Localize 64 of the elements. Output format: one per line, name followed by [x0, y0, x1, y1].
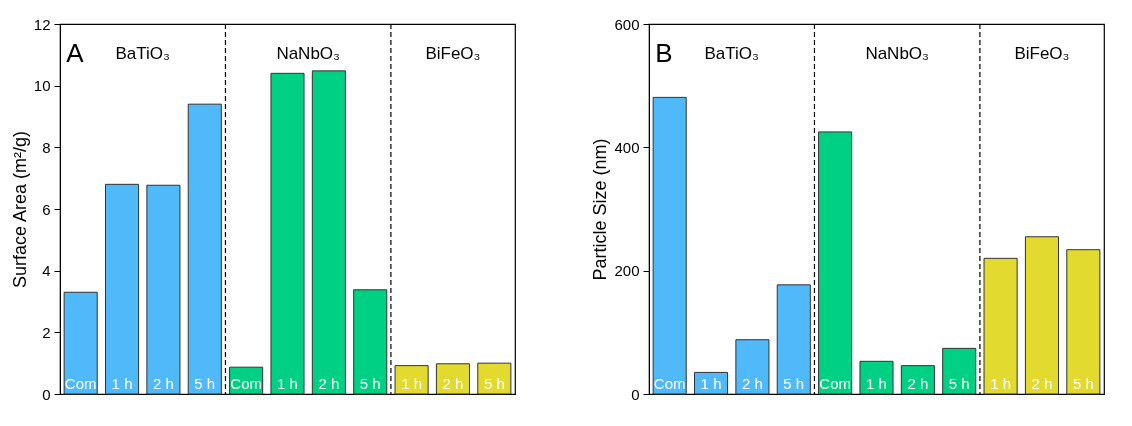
- x-tick-label: 5 h: [194, 375, 216, 392]
- x-tick-label: 1 h: [277, 375, 298, 392]
- y-tick-label: 2: [42, 323, 51, 341]
- y-tick-label: 200: [614, 262, 640, 280]
- y-tick-label: 6: [42, 200, 51, 218]
- bar: [694, 371, 729, 395]
- y-axis-title: Particle Size (nm): [590, 138, 611, 281]
- bar: [776, 284, 811, 395]
- y-tick-label: 8: [42, 138, 51, 156]
- x-tick-label: 5 h: [948, 375, 970, 392]
- y-tick-label: 600: [614, 15, 640, 33]
- x-tick-label: 2 h: [741, 375, 763, 392]
- x-tick-label: 1 h: [111, 375, 133, 392]
- bar: [1066, 249, 1101, 395]
- x-tick-label: 2 h: [152, 375, 174, 392]
- bar: [270, 72, 305, 395]
- x-tick-label: 1 h: [700, 375, 722, 392]
- y-axis-title: Surface Area (m²/g): [9, 130, 30, 289]
- x-tick-label: 5 h: [1072, 375, 1094, 392]
- bar: [353, 289, 388, 395]
- x-tick-label: 2 h: [442, 375, 464, 392]
- x-tick-label: 1 h: [866, 375, 887, 392]
- annotation: B: [655, 38, 673, 68]
- annotation: BaTiO₃: [704, 44, 759, 63]
- bar: [735, 339, 770, 395]
- x-tick-label: Com: [653, 375, 686, 392]
- bar: [146, 184, 181, 395]
- bar: [311, 70, 346, 395]
- x-tick-label: Com: [819, 375, 851, 392]
- bar: [105, 183, 140, 395]
- annotation: NaNbO₃: [865, 44, 929, 63]
- y-tick-label: 10: [33, 77, 51, 95]
- bar: [818, 131, 853, 395]
- annotation: BiFeO₃: [425, 44, 481, 63]
- annotation: NaNbO₃: [276, 44, 340, 63]
- bar: [1024, 236, 1059, 395]
- y-tick-label: 400: [614, 138, 640, 156]
- x-tick-label: 2 h: [1031, 375, 1053, 392]
- x-tick-label: 1 h: [990, 375, 1012, 392]
- x-tick-label: 2 h: [318, 375, 340, 392]
- bar: [900, 365, 935, 395]
- x-tick-label: 2 h: [907, 375, 929, 392]
- bar: [394, 365, 429, 395]
- bar: [477, 362, 512, 395]
- annotation: BaTiO₃: [115, 44, 170, 63]
- bar: [983, 257, 1018, 395]
- x-tick-label: Com: [64, 375, 97, 392]
- x-tick-label: 1 h: [401, 375, 423, 392]
- bar: [942, 347, 977, 395]
- bar: [63, 291, 98, 395]
- x-tick-label: 5 h: [483, 375, 505, 392]
- y-tick-label: 4: [42, 262, 51, 280]
- y-tick-label: 12: [33, 15, 51, 33]
- bar: [435, 363, 470, 395]
- y-tick-label: 0: [42, 385, 51, 403]
- bar: [859, 360, 894, 395]
- bar: [652, 96, 687, 395]
- x-tick-label: Com: [230, 375, 262, 392]
- x-tick-label: 5 h: [359, 375, 381, 392]
- x-tick-label: 5 h: [783, 375, 805, 392]
- annotation: BiFeO₃: [1014, 44, 1070, 63]
- bar: [187, 103, 222, 395]
- annotation: A: [66, 38, 85, 68]
- y-tick-label: 0: [631, 385, 640, 403]
